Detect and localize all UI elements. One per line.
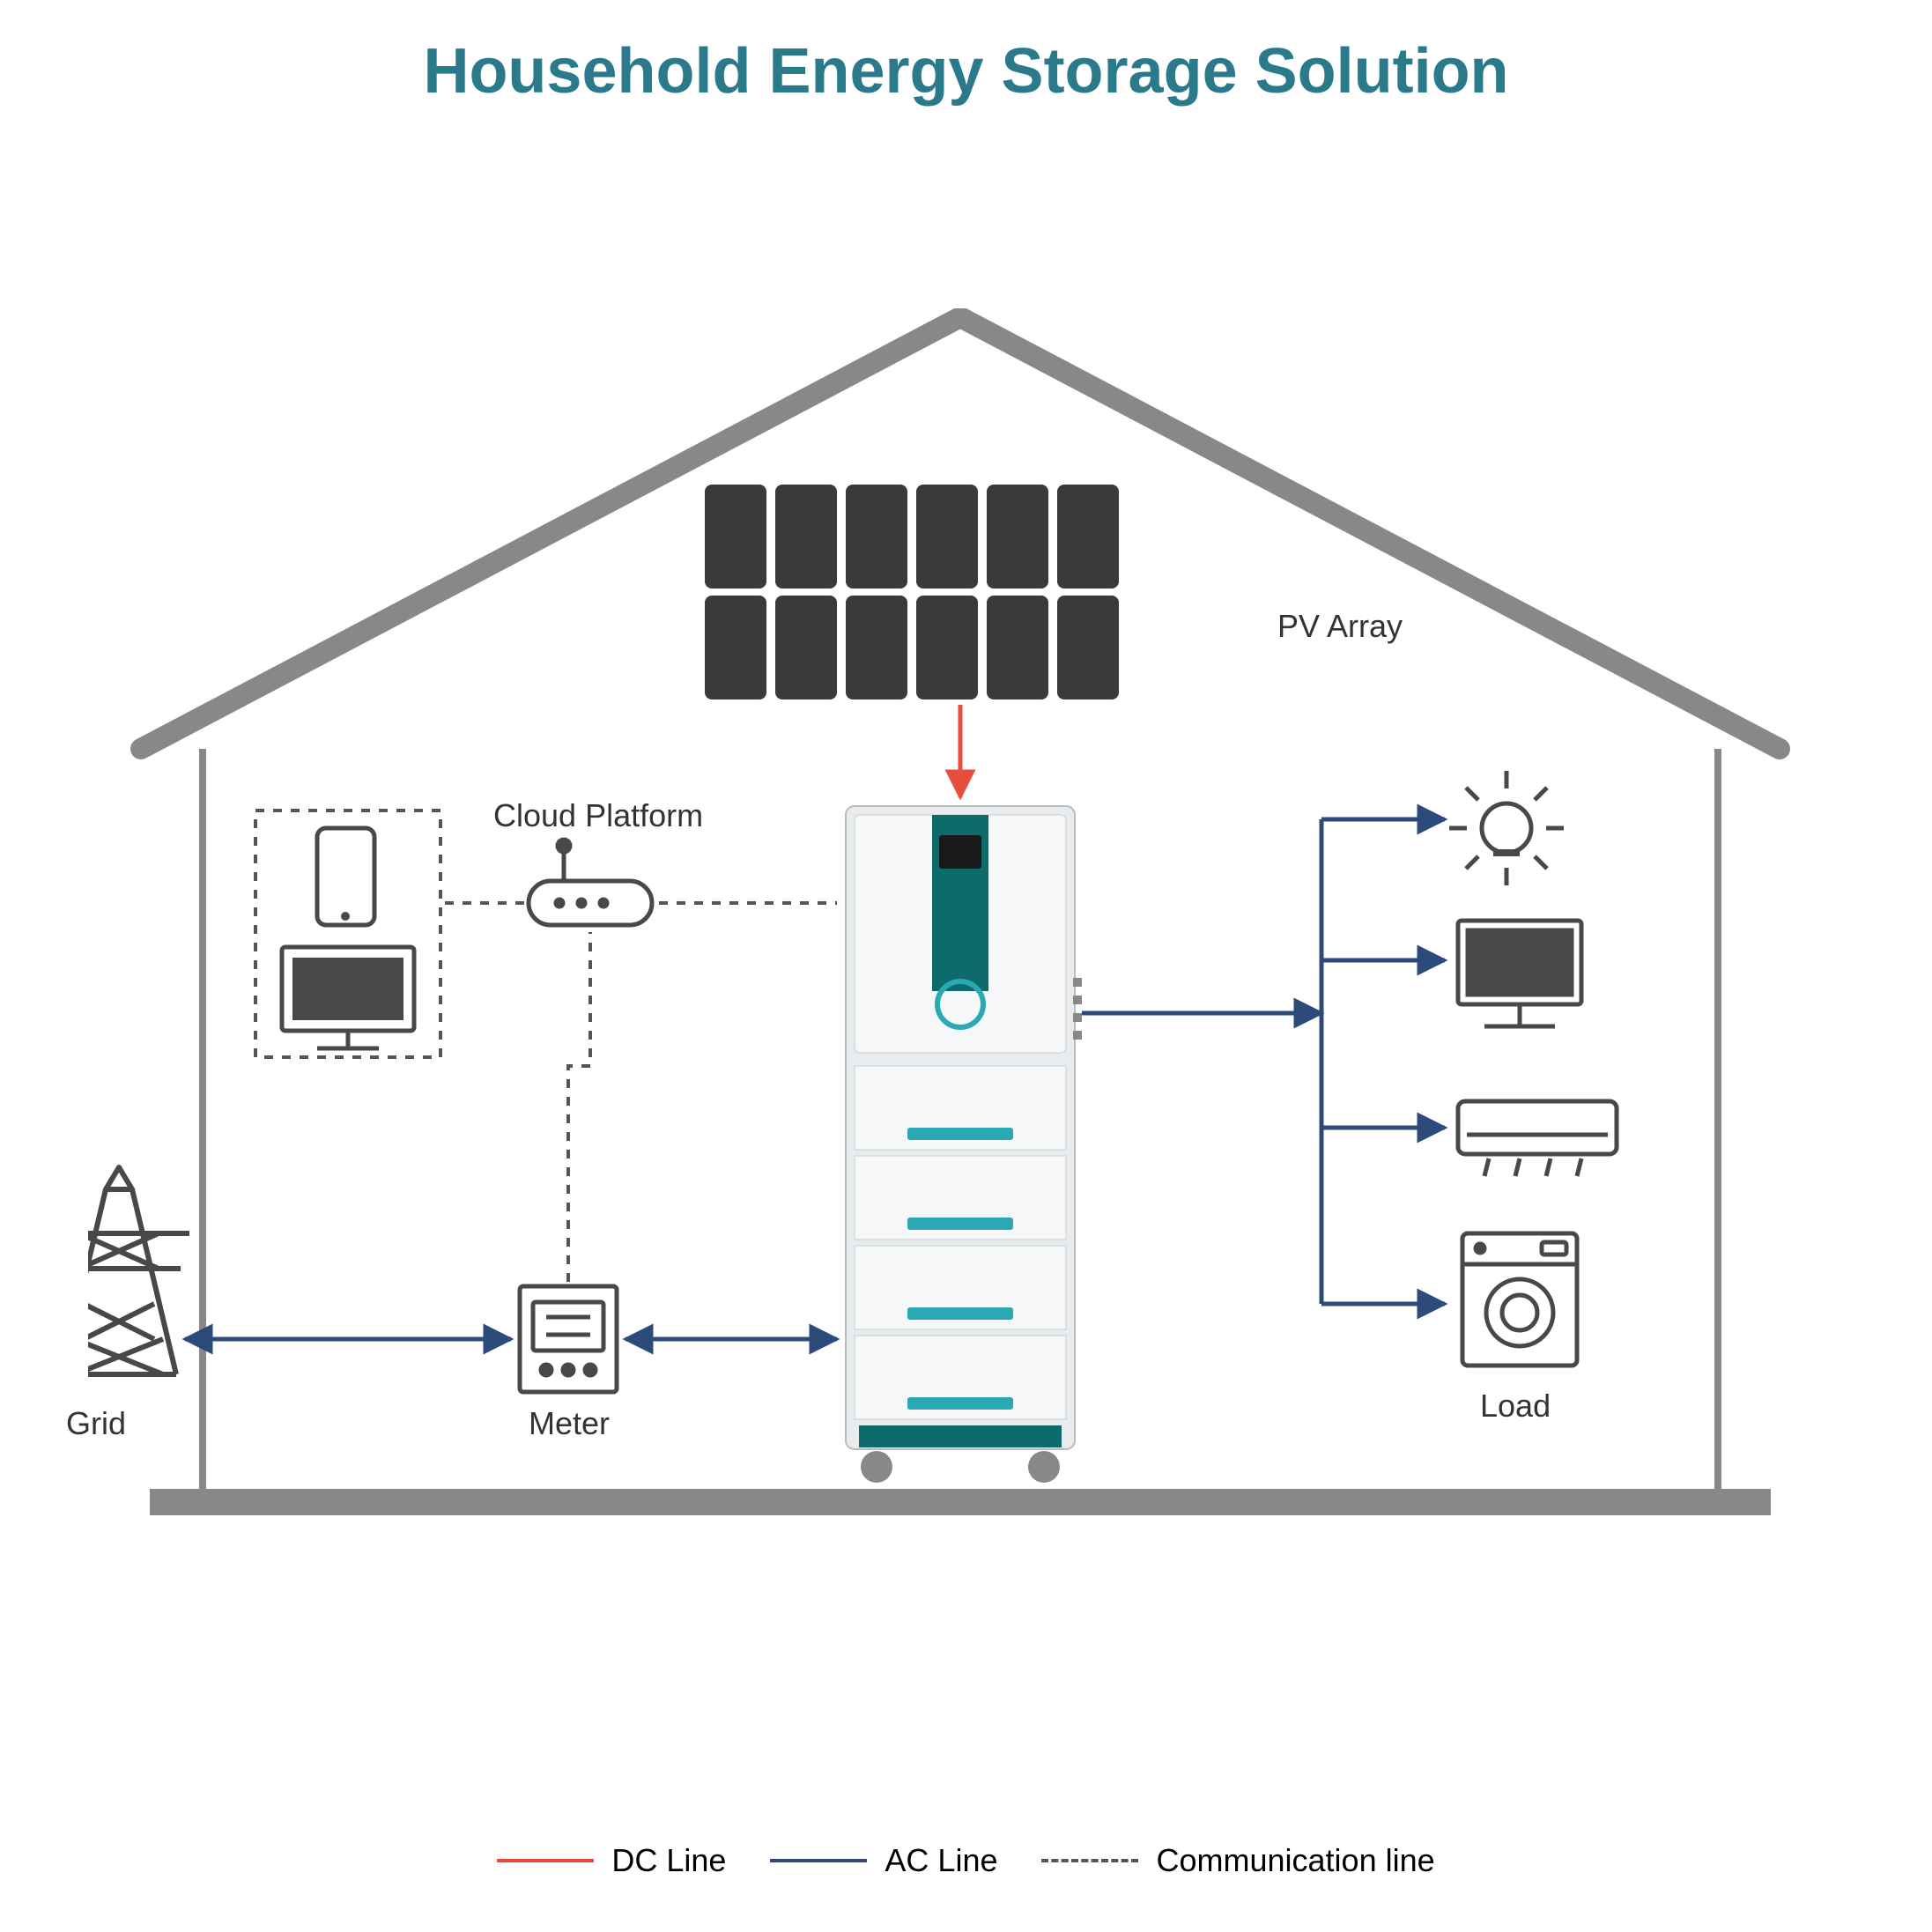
load-ac-icon — [1458, 1101, 1617, 1176]
legend-comm-line-icon — [1041, 1859, 1138, 1862]
meter-label: Meter — [529, 1405, 610, 1442]
legend-ac: AC Line — [770, 1842, 997, 1879]
legend-dc-label: DC Line — [611, 1842, 726, 1879]
legend-comm: Communication line — [1041, 1842, 1434, 1879]
load-light-icon — [1449, 771, 1564, 885]
router-icon — [529, 840, 652, 925]
pv-array-label: PV Array — [1277, 608, 1403, 645]
load-label: Load — [1480, 1388, 1551, 1425]
storage-unit-icon — [846, 806, 1082, 1483]
load-washer-icon — [1462, 1233, 1577, 1366]
legend-dc-line-icon — [497, 1859, 594, 1862]
load-monitor-icon — [1458, 921, 1581, 1026]
legend: DC Line AC Line Communication line — [0, 1842, 1932, 1879]
pv-array-icon — [705, 485, 1119, 700]
legend-ac-label: AC Line — [885, 1842, 997, 1879]
monitoring-devices-icon — [255, 811, 440, 1057]
legend-comm-label: Communication line — [1156, 1842, 1434, 1879]
legend-dc: DC Line — [497, 1842, 726, 1879]
cloud-platform-label: Cloud Platform — [493, 797, 703, 834]
grid-label: Grid — [66, 1405, 126, 1442]
page-title: Household Energy Storage Solution — [0, 35, 1932, 107]
meter-icon — [520, 1286, 617, 1392]
comm-line-meter-router — [568, 932, 590, 1282]
ac-line-loads — [1082, 819, 1445, 1304]
grid-tower-icon — [88, 1167, 189, 1374]
energy-diagram: PV Array Cloud Platform Meter Grid Load — [88, 308, 1844, 1806]
legend-ac-line-icon — [770, 1859, 867, 1862]
